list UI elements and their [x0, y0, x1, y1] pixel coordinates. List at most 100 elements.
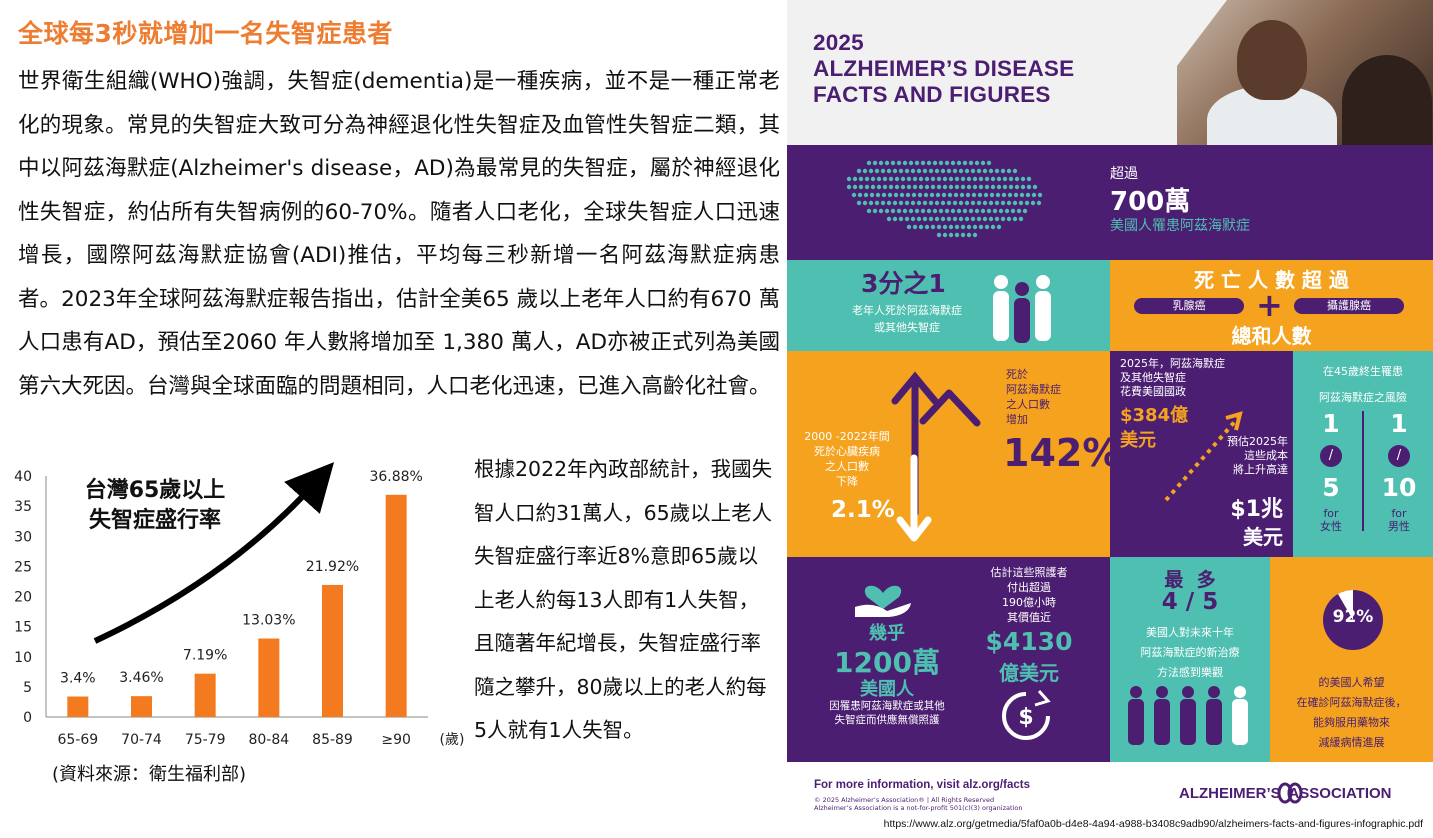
care-value-amount: $4130 [985, 627, 1073, 656]
five-people-icon [1128, 686, 1248, 745]
trend-arrow [93, 462, 335, 644]
plus-sign: + [1256, 286, 1283, 324]
bar-value-label: 13.03% [242, 612, 295, 628]
risk-male-label: for 男性 [1388, 507, 1410, 533]
us-map-row: 超過 700萬 美國人罹患阿茲海默症 [787, 145, 1433, 260]
heart-disease-desc: 2000 -2022年間 死於心臟疾病 之人口數 下降 [797, 429, 897, 489]
lifetime-risk-panel: 在45歲終生罹患 阿茲海默症之風險 1 / 5 for 女性 1 / 10 fo… [1293, 351, 1433, 557]
caregivers-big: 1200萬 [834, 646, 940, 679]
x-tick-label: 65-69 [57, 732, 98, 748]
caregivers-desc: 因罹患阿茲海默症或其他 失智症而供應無償照護 [807, 699, 967, 727]
deaths-panel: 死 亡 人 數 超 過 乳腺癌 + 攝護腺癌 總和人數 [1110, 260, 1433, 351]
article-heading: 全球每3秒就增加一名失智症患者 [18, 19, 393, 48]
title-line-2: ALZHEIMER’S DISEASE [813, 56, 1075, 81]
r1-small: 超過 [1110, 166, 1138, 182]
risk-female-label: for 女性 [1320, 507, 1342, 533]
chart-axes: 0 5 10 15 20 25 30 35 40 65-69 70-74 75-79 80-84 85-8… [14, 469, 464, 748]
chart-bars: 3.4% 3.46% 7.19% 13.03% 21.92% 36.88% [60, 469, 423, 717]
prevalence-chart-svg: 0 5 10 15 20 25 30 35 40 65-69 70-74 75-79 80-84 85-8… [14, 462, 464, 748]
y-tick-label: 40 [14, 469, 32, 485]
ad-desc-4: 增加 [1006, 413, 1028, 426]
r1-big: 700萬 [1110, 187, 1191, 217]
photo-doctor-head [1237, 20, 1307, 100]
hope-desc: 的美國人希望 在確診阿茲海默症後， 能夠服用藥物來 減緩病情進展 [1270, 673, 1433, 753]
rising-cost-arrow-icon [1164, 411, 1243, 502]
medication-hope-panel: 92% 的美國人希望 在確診阿茲海默症後， 能夠服用藥物來 減緩病情進展 [1270, 557, 1433, 762]
article-paragraph: 世界衛生組織(WHO)強調，失智症(dementia)是一種疾病，並不是一種正常… [18, 69, 780, 399]
dollar-cycle-icon: $ [1002, 689, 1051, 740]
svg-text:$: $ [1018, 705, 1033, 730]
bar-value-label: 36.88% [369, 469, 422, 485]
y-tick-label: 25 [14, 559, 32, 575]
caregivers-pre: 幾乎 [869, 623, 905, 644]
risk-male-slash: / [1388, 445, 1410, 467]
bar-80-84 [258, 638, 280, 717]
chart-title-line-1: 台灣65歲以上 [84, 478, 226, 503]
source-url[interactable]: https://www.alz.org/getmedia/5faf0a0b-d4… [883, 818, 1423, 830]
more-info-link[interactable]: For more information, visit alz.org/fact… [814, 779, 1030, 791]
cost-panel: 2025年，阿茲海默症 及其他失智症 花費美國國政 $384億 美元 預估202… [1110, 351, 1293, 557]
bar-65-69 [67, 696, 89, 717]
risk-male-bottom: 10 [1381, 473, 1417, 502]
optimism-ratio: 4 / 5 [1161, 589, 1219, 615]
prostate-cancer-pill: 攝護腺癌 [1294, 298, 1404, 314]
heart-desc-1: 2000 -2022年間 [804, 430, 890, 443]
copyright: © 2025 Alzheimer’s Association® | All Ri… [814, 796, 1022, 812]
care-hours-desc-4: 其價值近 [1007, 611, 1051, 624]
bar-≥90 [385, 494, 407, 717]
chart-title: 台灣65歲以上 失智症盛行率 [60, 476, 250, 536]
caregivers-panel: 幾乎 1200萬 美國人 因罹患阿茲海默症或其他 失智症而供應無償照護 估計這些… [787, 557, 1110, 762]
alz-infographic: 2025 ALZHEIMER’S DISEASE FACTS AND FIGUR… [787, 0, 1433, 838]
future-desc-3: 將上升高達 [1233, 463, 1288, 476]
ad-deaths-pct: 142% [1003, 431, 1110, 475]
optimism-desc: 美國人對未來十年 阿茲海默症的新治療 方法感到樂觀 [1110, 623, 1270, 683]
us-people-map-icon [846, 160, 1043, 238]
hope-desc-4: 減緩病情進展 [1318, 736, 1385, 749]
bar-85-89 [322, 584, 343, 717]
care-hours-desc: 估計這些照護者 付出超過 190億小時 其價值近 [973, 565, 1085, 625]
y-tick-label: 35 [14, 499, 32, 515]
side-paragraph: 根據2022年內政部統計，我國失智人口約31萬人，65歲以上老人失智症盛行率近8… [474, 457, 773, 742]
x-tick-label: ≥90 [381, 732, 411, 748]
heart-desc-2: 死於心臟疾病 [814, 445, 880, 458]
risk-female-top: 1 [1322, 409, 1340, 438]
risk-female-slash: / [1320, 445, 1342, 467]
future-unit: 美元 [1243, 525, 1283, 549]
one-third-desc-1: 老年人死於阿茲海默症 [852, 304, 962, 317]
y-tick-label: 30 [14, 529, 32, 545]
caregivers-unit: 美國人 [860, 679, 914, 700]
future-amount: $1兆 [1230, 497, 1283, 522]
bar-value-label: 3.46% [119, 670, 163, 686]
hope-pct: 92% [1332, 607, 1374, 627]
cost-desc-2: 及其他失智症 [1120, 371, 1186, 384]
x-tick-label: 70-74 [121, 732, 162, 748]
heart-desc-4: 下降 [836, 475, 858, 488]
bar-value-label: 3.4% [60, 671, 96, 687]
y-tick-label: 0 [23, 710, 32, 726]
risk-divider [1362, 411, 1364, 531]
x-tick-label: 85-89 [312, 732, 353, 748]
cost-unit: 美元 [1120, 430, 1156, 451]
care-hours-desc-1: 估計這些照護者 [990, 566, 1068, 579]
infographic-header: 2025 ALZHEIMER’S DISEASE FACTS AND FIGUR… [787, 0, 1433, 145]
ninety-two-pct-donut [1323, 590, 1383, 650]
x-axis-unit: (歲) [440, 732, 465, 748]
optimism-desc-1: 美國人對未來十年 [1146, 626, 1234, 639]
y-tick-label: 10 [14, 650, 32, 666]
y-tick-label: 15 [14, 620, 32, 636]
bar-value-label: 21.92% [306, 559, 359, 575]
future-desc-2: 這些成本 [1244, 449, 1288, 462]
cost-desc-3: 花費美國國政 [1120, 385, 1186, 398]
one-third-desc-2: 或其他失智症 [874, 321, 940, 334]
bar-70-74 [131, 696, 152, 717]
ad-desc-3: 之人口數 [1006, 398, 1050, 411]
three-people-icon [993, 275, 1051, 343]
caregivers-desc-2: 失智症而供應無償照護 [834, 714, 940, 726]
infographic-title: 2025 ALZHEIMER’S DISEASE FACTS AND FIGUR… [813, 30, 1074, 108]
one-third-panel: 3分之1 老年人死於阿茲海默症 或其他失智症 [787, 260, 1110, 351]
bar-75-79 [194, 673, 216, 717]
caregivers-desc-1: 因罹患阿茲海默症或其他 [829, 700, 945, 712]
r1-sub: 美國人罹患阿茲海默症 [1110, 218, 1250, 234]
deaths-title: 死 亡 人 數 超 過 [1194, 268, 1349, 292]
alz-purple-knot-icon [1277, 782, 1303, 804]
